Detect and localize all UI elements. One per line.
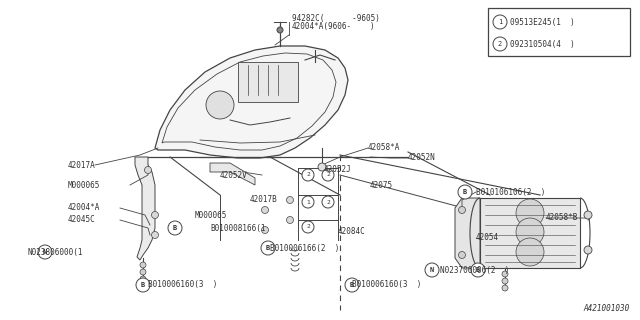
Text: 42045C: 42045C	[68, 215, 96, 225]
Circle shape	[516, 199, 544, 227]
Circle shape	[262, 227, 269, 234]
Text: 2: 2	[306, 172, 310, 178]
Circle shape	[584, 211, 592, 219]
Text: 2: 2	[326, 172, 330, 178]
Text: N023806000(1: N023806000(1	[28, 247, 83, 257]
Text: 42017B: 42017B	[250, 196, 278, 204]
Text: 42052J: 42052J	[324, 165, 352, 174]
Circle shape	[322, 169, 334, 181]
Text: 1: 1	[306, 199, 310, 204]
Text: 42052N: 42052N	[408, 154, 436, 163]
Circle shape	[471, 263, 485, 277]
Polygon shape	[455, 198, 480, 268]
Text: 1: 1	[498, 19, 502, 25]
Text: 42058*A: 42058*A	[368, 143, 401, 153]
Text: 42017A: 42017A	[67, 161, 95, 170]
Circle shape	[322, 196, 334, 208]
Circle shape	[493, 15, 507, 29]
Text: 2: 2	[326, 199, 330, 204]
Circle shape	[302, 221, 314, 233]
Text: 42054: 42054	[476, 234, 499, 243]
Circle shape	[458, 252, 465, 259]
Circle shape	[136, 278, 150, 292]
Text: N: N	[43, 249, 47, 255]
Circle shape	[502, 285, 508, 291]
Circle shape	[318, 163, 326, 171]
Text: 42075: 42075	[370, 180, 393, 189]
Circle shape	[278, 28, 282, 33]
Circle shape	[502, 271, 508, 277]
Circle shape	[425, 263, 439, 277]
Text: B: B	[350, 282, 354, 288]
Bar	[238, 62, 298, 102]
Circle shape	[168, 221, 182, 235]
Circle shape	[277, 27, 283, 33]
Circle shape	[287, 217, 294, 223]
Text: 42004*A(9606-: 42004*A(9606-	[292, 22, 352, 31]
Circle shape	[502, 278, 508, 284]
Polygon shape	[135, 157, 155, 260]
Circle shape	[516, 218, 544, 246]
Text: 94282C(      -9605): 94282C( -9605)	[292, 13, 380, 22]
Circle shape	[458, 185, 472, 199]
Text: B010006160(3  ): B010006160(3 )	[352, 281, 421, 290]
Circle shape	[140, 269, 146, 275]
Circle shape	[206, 91, 234, 119]
Text: B010106106(2  ): B010106106(2 )	[476, 188, 545, 196]
Circle shape	[145, 166, 152, 173]
Circle shape	[152, 212, 159, 219]
Circle shape	[584, 246, 592, 254]
Text: B: B	[173, 225, 177, 231]
Text: A421001030: A421001030	[584, 304, 630, 313]
Circle shape	[140, 262, 146, 268]
Text: M000065: M000065	[68, 180, 100, 189]
Text: 42058*B: 42058*B	[546, 213, 579, 222]
Bar	[480, 198, 580, 268]
Text: B010006166(2  ): B010006166(2 )	[270, 244, 339, 252]
Text: B010008166(1: B010008166(1	[210, 223, 266, 233]
Circle shape	[38, 245, 52, 259]
Bar	[488, 8, 630, 56]
Circle shape	[516, 238, 544, 266]
Text: N: N	[430, 267, 434, 273]
Circle shape	[262, 206, 269, 213]
Circle shape	[302, 196, 314, 208]
Circle shape	[302, 169, 314, 181]
Text: B010006160(3  ): B010006160(3 )	[148, 281, 218, 290]
Text: M000065: M000065	[195, 211, 227, 220]
Circle shape	[152, 231, 159, 238]
Polygon shape	[155, 46, 348, 158]
Circle shape	[345, 278, 359, 292]
Text: 42004*A: 42004*A	[68, 204, 100, 212]
Text: 092310504(4  ): 092310504(4 )	[510, 39, 575, 49]
Circle shape	[458, 206, 465, 213]
Text: 42084C: 42084C	[338, 228, 365, 236]
Text: ): )	[370, 22, 374, 31]
Text: N023706006(2  ): N023706006(2 )	[440, 266, 509, 275]
Circle shape	[140, 276, 146, 282]
Text: 2: 2	[306, 225, 310, 229]
Text: 42052V: 42052V	[220, 171, 248, 180]
Text: 2: 2	[498, 41, 502, 47]
Circle shape	[493, 37, 507, 51]
Polygon shape	[210, 163, 255, 185]
Text: 09513E245(1  ): 09513E245(1 )	[510, 18, 575, 27]
Circle shape	[287, 196, 294, 204]
Text: B: B	[266, 245, 270, 251]
Circle shape	[261, 241, 275, 255]
Text: B: B	[463, 189, 467, 195]
Text: B: B	[141, 282, 145, 288]
Text: B: B	[476, 267, 480, 273]
